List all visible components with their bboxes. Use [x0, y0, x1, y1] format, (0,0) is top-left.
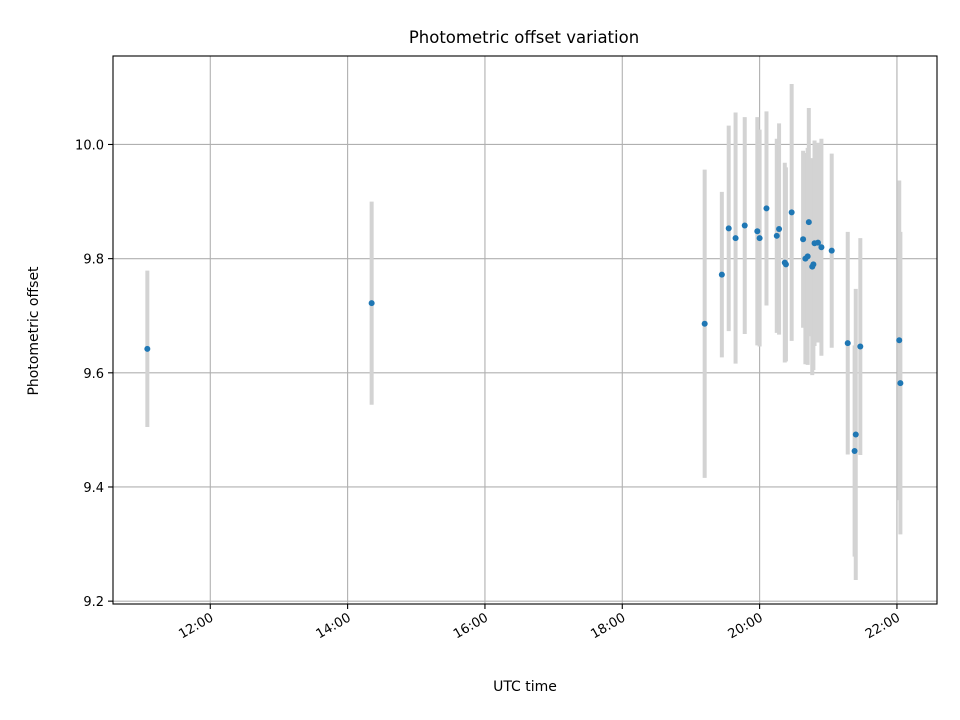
chart-title: Photometric offset variation [409, 28, 639, 47]
data-point [805, 219, 812, 226]
data-point [897, 380, 904, 387]
y-tick-label: 10.0 [75, 138, 104, 153]
x-tick-label: 16:00 [451, 610, 491, 642]
y-tick-label: 9.2 [83, 595, 104, 610]
data-point [741, 222, 748, 229]
data-point [754, 228, 761, 235]
data-point [896, 337, 903, 344]
data-point [852, 431, 859, 438]
y-tick-label: 9.4 [83, 481, 104, 496]
data-point [851, 448, 858, 455]
data-point [810, 261, 817, 268]
data-point [725, 225, 732, 232]
data-point [782, 261, 789, 268]
x-tick-label: 12:00 [176, 610, 216, 642]
x-tick-label: 18:00 [588, 610, 628, 642]
data-point [788, 209, 795, 216]
data-point [718, 271, 725, 278]
data-point-layer [144, 205, 904, 455]
errorbar-layer [145, 83, 903, 581]
y-tick-label: 9.8 [83, 253, 104, 268]
data-point [800, 236, 807, 243]
data-point [814, 239, 821, 246]
y-axis-label: Photometric offset [26, 266, 42, 396]
data-point [818, 244, 825, 251]
data-point [828, 247, 835, 254]
data-point [857, 343, 864, 350]
data-point [776, 225, 783, 232]
data-point [763, 205, 770, 212]
x-tick-label: 14:00 [314, 610, 354, 642]
data-point [732, 235, 739, 242]
data-point [701, 320, 708, 327]
data-point [804, 253, 811, 260]
data-point [756, 235, 763, 242]
data-point [844, 340, 851, 347]
data-point [773, 232, 780, 239]
x-tick-label: 22:00 [863, 610, 903, 642]
x-tick-label: 20:00 [726, 610, 766, 642]
y-tick-label: 9.6 [83, 367, 104, 382]
x-axis-label: UTC time [493, 679, 557, 695]
data-point [144, 345, 151, 352]
plot-frame [112, 55, 938, 605]
data-point [368, 300, 375, 307]
